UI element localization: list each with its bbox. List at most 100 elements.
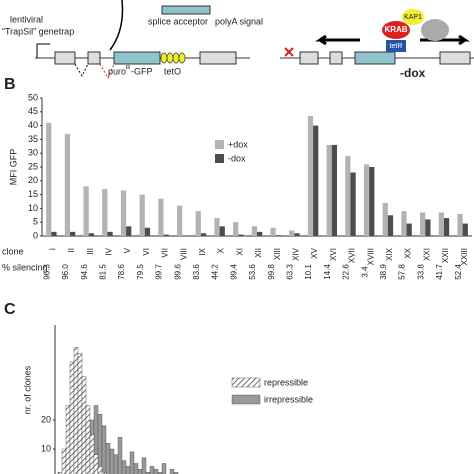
bar (176, 205, 183, 236)
x-tick-label: III (86, 248, 95, 255)
bar (57, 472, 63, 474)
bar (107, 231, 113, 236)
x-tick-label: XVII (348, 248, 357, 263)
x-tick-label: XII (254, 248, 263, 258)
label: tetO (164, 66, 181, 76)
bar (233, 222, 239, 236)
diagram: lentiviral “TrapSil” genetrap splice acc… (2, 0, 474, 80)
bar (141, 457, 147, 474)
y-tick-label: 10 (28, 203, 38, 213)
tetr (386, 40, 406, 52)
silencing-label: 52.4 (454, 264, 463, 280)
x-tick-label: VIII (179, 248, 188, 260)
bar (144, 227, 151, 236)
silencing-label: 99.4 (229, 264, 238, 280)
bar (61, 448, 67, 474)
silencing-label: 96.3 (42, 264, 51, 280)
silencing-label: 10.1 (304, 264, 313, 280)
label: lentiviral (10, 14, 43, 24)
bar (153, 469, 159, 474)
silencing-label: 53.6 (248, 264, 257, 280)
bar (120, 190, 127, 236)
bar (462, 223, 468, 236)
label: -dox (400, 66, 426, 80)
x-tick-label: XI (235, 248, 244, 256)
y-tick-label: 0 (33, 230, 38, 240)
bar (387, 215, 394, 236)
label: -GFP (131, 66, 153, 76)
bar (85, 405, 91, 474)
bar (345, 155, 351, 236)
bar (157, 472, 163, 474)
x-tick-label: XXII (441, 248, 450, 263)
silencing-label: 41.7 (435, 264, 444, 280)
bar (382, 202, 388, 236)
x-tick-label: XXIII (460, 248, 469, 265)
bar (93, 454, 99, 474)
panel-label: B (4, 76, 16, 93)
x-tick-label: IX (198, 247, 207, 255)
cassette (161, 5, 211, 15)
silencing-label: 94.6 (80, 264, 89, 280)
bar (406, 223, 412, 236)
y-tick-label: 45 (28, 106, 38, 116)
y-label: nr. of clones (22, 365, 32, 414)
bar (270, 227, 276, 236)
x-tick-label: VII (161, 248, 170, 258)
y-tick-label: 30 (28, 148, 38, 158)
silencing-label: 96.0 (61, 264, 70, 280)
silencing-label: 33.8 (416, 264, 425, 280)
bar (307, 115, 314, 236)
y-tick-label: 50 (28, 92, 38, 102)
bar (101, 425, 107, 474)
bar (313, 125, 319, 236)
bar (145, 472, 151, 474)
legend-label: repressible (264, 377, 308, 387)
x-tick-label: XIV (292, 247, 301, 261)
bar (200, 233, 207, 236)
bar (102, 189, 108, 236)
label: puro (108, 66, 126, 76)
row-label: % silencing (2, 262, 48, 272)
x-tick-label: XVI (329, 248, 338, 261)
y-tick-label: 35 (28, 134, 38, 144)
legend-label: irrepressible (264, 394, 313, 404)
bar (214, 218, 220, 236)
puro-gfp (113, 51, 161, 65)
bar (125, 466, 131, 474)
bar (117, 437, 123, 474)
silencing-label: 63.3 (286, 264, 295, 280)
kap1 (402, 9, 424, 25)
label: tetR (390, 43, 403, 50)
x-tick-label: XIX (385, 247, 394, 261)
x-tick-label: I (48, 248, 57, 250)
label: KAP1 (404, 14, 422, 21)
x-tick-label: XIII (273, 248, 282, 260)
panel-label: C (4, 301, 16, 318)
bar (326, 144, 332, 236)
bar (331, 144, 338, 236)
legend-swatch (215, 140, 224, 149)
silencing-label: 44.2 (211, 264, 220, 280)
x-tick-label: VI (142, 248, 151, 256)
bar (97, 414, 103, 474)
bar (105, 443, 111, 474)
bar (443, 218, 450, 236)
bar (69, 361, 75, 474)
bar (46, 122, 52, 236)
bar (257, 231, 263, 236)
bar (363, 164, 370, 236)
bar (294, 233, 300, 236)
y-tick-label: 20 (28, 175, 38, 185)
bar (113, 454, 119, 474)
silencing-label: 99.8 (267, 264, 276, 280)
y-tick-label: 15 (28, 189, 38, 199)
silencing-label: 3.4 (360, 266, 369, 278)
x-tick-label: XV (310, 247, 319, 258)
bar (275, 235, 281, 236)
legend-label: +dox (228, 139, 248, 149)
y-tick-label: 5 (33, 217, 38, 227)
bar (195, 211, 201, 236)
bar (81, 376, 87, 474)
exon (199, 51, 237, 65)
